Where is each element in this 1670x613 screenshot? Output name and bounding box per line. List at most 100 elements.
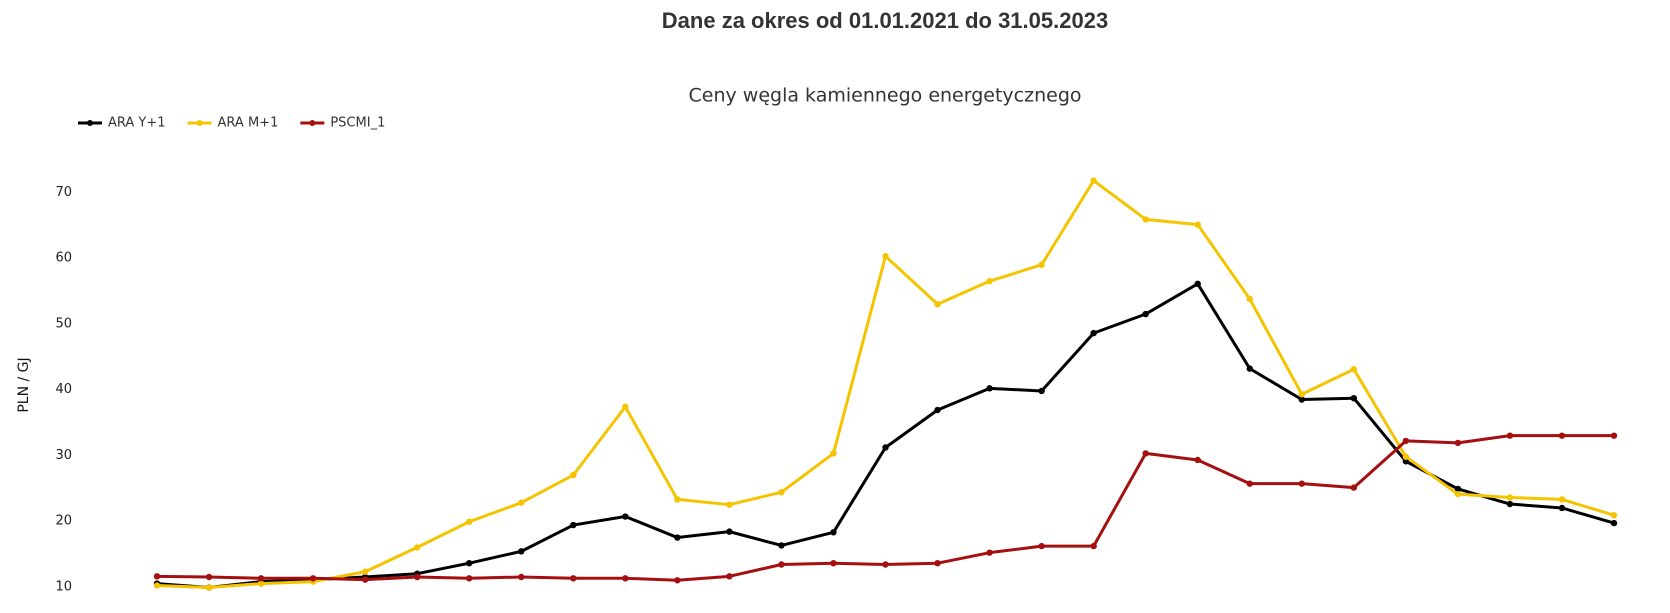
data-point: [986, 549, 993, 556]
data-point: [1090, 329, 1097, 337]
data-point: [466, 559, 473, 567]
data-point: [674, 496, 681, 503]
data-point: [466, 575, 473, 582]
data-point: [1142, 450, 1149, 457]
y-axis-label: PLN / GJ: [16, 357, 32, 412]
data-point: [205, 584, 213, 591]
data-point: [1454, 490, 1462, 498]
data-point: [1194, 280, 1201, 288]
data-point: [1350, 394, 1358, 402]
data-point: [1246, 480, 1253, 487]
data-point: [1558, 432, 1566, 439]
data-point: [257, 575, 265, 582]
data-point: [1610, 519, 1618, 527]
data-point: [1558, 504, 1566, 512]
data-point: [1350, 366, 1358, 373]
data-point: [934, 300, 941, 308]
y-tick-label: 70: [55, 185, 72, 200]
data-point: [570, 575, 577, 582]
data-point: [986, 385, 993, 392]
data-point: [1142, 310, 1149, 318]
data-point: [413, 544, 421, 551]
data-point: [1194, 456, 1201, 464]
data-point: [1506, 494, 1514, 501]
data-point: [1298, 391, 1305, 398]
data-point: [1350, 484, 1358, 491]
data-point: [830, 450, 837, 457]
data-point: [309, 575, 317, 582]
legend-label: PSCMI_1: [330, 116, 385, 131]
data-point: [622, 575, 629, 582]
series-line: [156, 434, 1614, 582]
data-point: [413, 573, 421, 581]
chart-title: Dane za okres od 01.01.2021 do 31.05.202…: [662, 8, 1108, 33]
data-point: [1506, 500, 1514, 508]
legend-marker: [196, 120, 203, 126]
data-point: [1142, 216, 1149, 223]
data-point: [986, 277, 993, 285]
data-point: [153, 582, 161, 589]
legend-label: ARA M+1: [218, 116, 279, 131]
data-point: [1454, 439, 1462, 447]
data-point: [674, 534, 681, 541]
legend-marker: [309, 120, 316, 126]
data-point: [1402, 437, 1410, 445]
data-point: [1038, 261, 1045, 268]
data-point: [778, 542, 785, 549]
data-point: [1402, 458, 1410, 465]
series-line: [156, 179, 1615, 590]
y-tick-label: 30: [55, 448, 72, 463]
data-point: [882, 253, 889, 260]
data-point: [1610, 512, 1618, 519]
chart-subtitle: Ceny węgla kamiennego energetycznego: [689, 85, 1082, 107]
data-point: [1246, 365, 1253, 372]
data-point: [882, 444, 889, 451]
data-point: [622, 513, 629, 520]
data-point: [1610, 432, 1618, 439]
data-point: [1298, 480, 1305, 487]
data-point: [466, 518, 473, 525]
data-point: [570, 521, 577, 529]
y-tick-label: 60: [55, 251, 72, 266]
data-point: [361, 576, 369, 583]
data-point: [1506, 432, 1514, 439]
data-point: [205, 573, 213, 581]
data-point: [726, 501, 733, 508]
data-point: [518, 499, 525, 506]
series-line: [156, 282, 1615, 590]
data-point: [830, 559, 837, 567]
data-point: [778, 488, 785, 496]
y-tick-label: 50: [55, 316, 72, 331]
y-tick-label: 20: [55, 514, 72, 529]
y-tick-label: 40: [55, 382, 72, 397]
data-point: [153, 573, 161, 580]
data-point: [1558, 496, 1566, 503]
data-point: [1402, 453, 1410, 460]
data-point: [1246, 295, 1253, 303]
data-point: [1454, 485, 1462, 493]
data-point: [726, 528, 733, 535]
data-point: [934, 559, 941, 567]
data-point: [361, 568, 369, 575]
data-point: [570, 471, 577, 479]
data-point: [1298, 396, 1305, 403]
data-point: [778, 561, 785, 568]
y-tick-label: 10: [55, 579, 72, 594]
legend-label: ARA Y+1: [108, 116, 166, 131]
data-point: [1194, 221, 1201, 228]
data-point: [1090, 177, 1097, 184]
data-point: [518, 573, 525, 581]
data-point: [674, 577, 681, 584]
data-point: [830, 529, 837, 536]
legend: ARA Y+1 ARA M+1 PSCMI_1: [78, 116, 385, 131]
legend-marker: [87, 120, 93, 126]
data-point: [518, 548, 525, 555]
data-point: [1090, 542, 1097, 550]
data-point: [1038, 387, 1045, 395]
data-point: [882, 561, 889, 568]
data-point: [622, 403, 629, 410]
data-point: [1038, 542, 1045, 550]
data-point: [726, 573, 733, 580]
data-point: [934, 406, 941, 414]
